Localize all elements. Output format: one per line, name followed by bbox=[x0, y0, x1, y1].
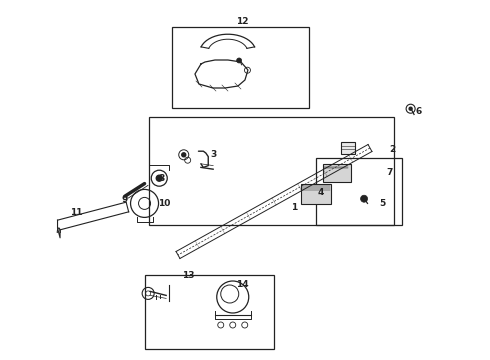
Circle shape bbox=[409, 107, 412, 110]
Text: 5: 5 bbox=[379, 199, 385, 208]
Text: 7: 7 bbox=[386, 168, 393, 177]
Text: 8: 8 bbox=[159, 174, 165, 183]
Text: 6: 6 bbox=[416, 107, 422, 116]
Bar bbox=[323, 164, 351, 182]
Bar bbox=[301, 184, 331, 204]
Text: 13: 13 bbox=[182, 271, 195, 280]
Text: 14: 14 bbox=[236, 280, 249, 289]
Bar bbox=[172, 27, 309, 108]
Text: 9: 9 bbox=[122, 195, 128, 204]
Text: 4: 4 bbox=[318, 188, 324, 197]
Text: 12: 12 bbox=[236, 17, 249, 26]
Circle shape bbox=[361, 195, 368, 202]
Bar bbox=[341, 142, 355, 154]
Text: 1: 1 bbox=[291, 202, 297, 211]
Circle shape bbox=[156, 175, 162, 181]
Text: 2: 2 bbox=[389, 145, 395, 154]
Bar bbox=[316, 158, 402, 225]
Circle shape bbox=[182, 153, 186, 157]
Text: 11: 11 bbox=[70, 208, 82, 217]
Bar bbox=[145, 275, 274, 349]
Text: 10: 10 bbox=[158, 199, 171, 208]
Bar bbox=[149, 117, 394, 225]
Text: 3: 3 bbox=[210, 150, 216, 159]
Circle shape bbox=[237, 58, 242, 63]
